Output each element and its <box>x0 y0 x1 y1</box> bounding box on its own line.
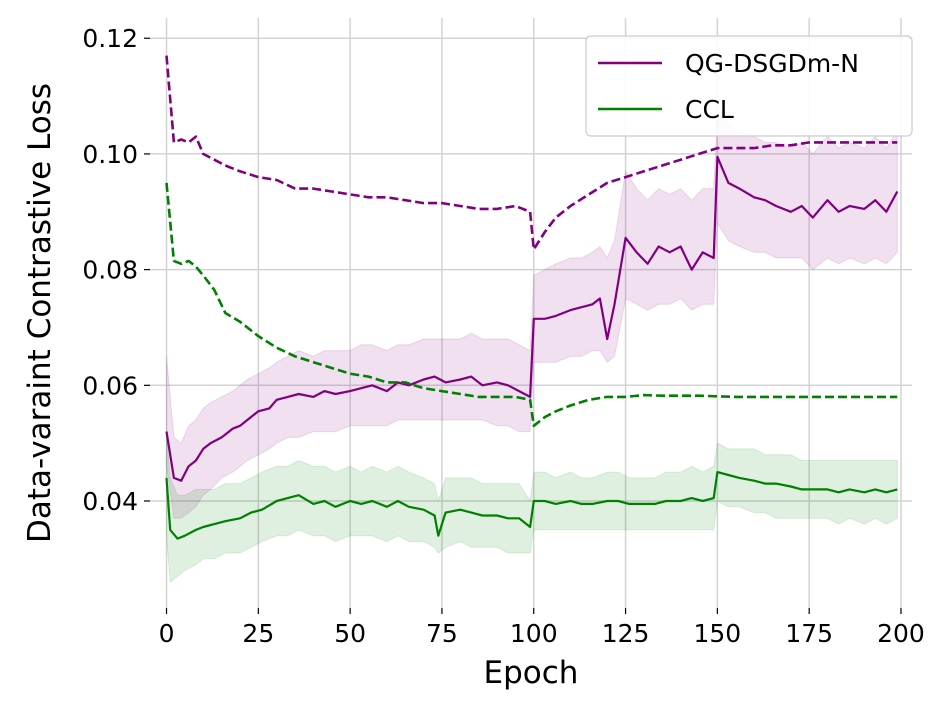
y-tick-label: 0.08 <box>82 256 138 285</box>
legend-label-ccl: CCL <box>685 95 734 124</box>
x-tick-label: 175 <box>785 619 833 648</box>
x-tick-label: 100 <box>510 619 558 648</box>
series-line-2-solid <box>165 471 898 540</box>
x-tick-label: 25 <box>242 619 274 648</box>
y-tick-label: 0.10 <box>82 140 138 169</box>
legend-box <box>585 35 913 137</box>
x-tick-label: 200 <box>877 619 925 648</box>
series-lines <box>165 55 899 540</box>
legend-label-qg-dsgdm-n: QG-DSGDm-N <box>685 49 859 78</box>
y-axis-label: Data-varaint Contrastive Loss <box>22 83 58 543</box>
series-line-3-dashed <box>165 182 898 428</box>
x-tick-label: 150 <box>694 619 742 648</box>
series-line-0-solid <box>165 155 899 482</box>
x-axis-label: Epoch <box>484 655 579 691</box>
y-tick-label: 0.12 <box>82 24 138 53</box>
y-tick-label: 0.04 <box>82 487 138 516</box>
x-tick-label: 50 <box>334 619 366 648</box>
legend: QG-DSGDm-N CCL <box>585 35 913 137</box>
y-tick-label: 0.06 <box>82 371 138 400</box>
x-tick-label: 0 <box>159 619 175 648</box>
axis-ticks: 0 25 50 75 100 125 150 175 200 0.04 0.06 0.08 0.10 0.… <box>82 24 925 648</box>
x-tick-label: 75 <box>426 619 458 648</box>
x-tick-label: 125 <box>602 619 650 648</box>
